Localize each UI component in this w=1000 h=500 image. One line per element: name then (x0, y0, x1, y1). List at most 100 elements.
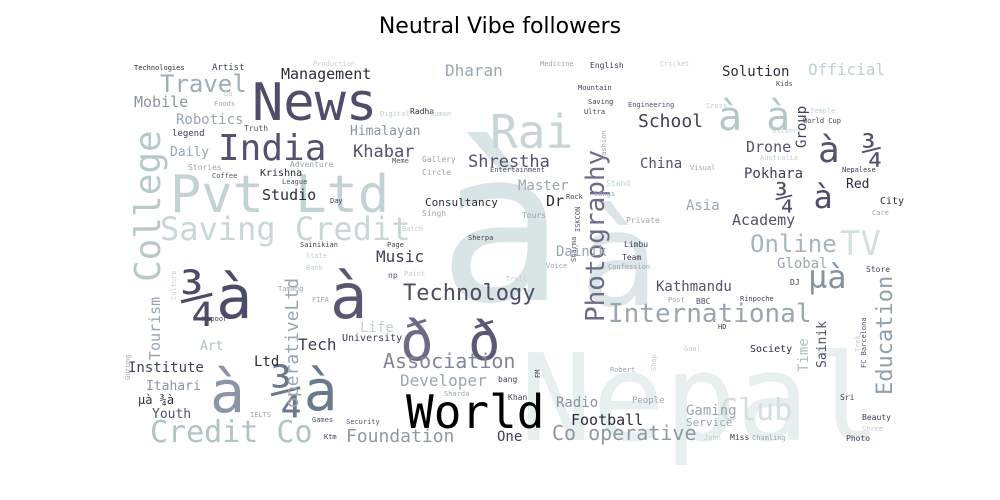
word-42: Official (808, 60, 885, 79)
word-108: Kapoor (202, 315, 227, 323)
word-71: Daily (170, 145, 209, 160)
word-94: Entertainment (490, 166, 545, 174)
word-100: Singh (422, 209, 446, 218)
word-30: Co operative (552, 421, 697, 445)
word-69: Ltd (254, 354, 279, 370)
word-73: Consultancy (425, 196, 498, 209)
word-4: News (252, 73, 377, 133)
word-22: International (608, 299, 812, 329)
word-104: Sainikian (300, 241, 338, 249)
word-28: Travel (160, 70, 247, 98)
word-88: Coffee (212, 172, 237, 180)
word-92: Gallery (422, 155, 456, 164)
word-60: Dr (546, 192, 564, 210)
word-83: Technologies (134, 64, 185, 72)
word-116: Saving (588, 98, 613, 106)
word-159: Sharma (570, 237, 578, 262)
word-17: Photography (581, 150, 611, 322)
word-12: ð (468, 310, 501, 373)
word-27: ¾ à (775, 178, 833, 216)
word-158: Care (872, 209, 889, 217)
word-148: Sharda (444, 390, 469, 398)
word-168: Stand (606, 179, 630, 188)
word-35: Tourism (146, 297, 164, 360)
word-14: India (218, 128, 326, 169)
word-45: Tech (298, 335, 337, 354)
word-105: Page (387, 241, 404, 249)
word-76: Krishna (260, 168, 302, 179)
word-50: Drone (746, 138, 791, 156)
word-119: Cross (706, 102, 727, 110)
word-10: Rai (490, 105, 573, 159)
word-164: Shop (650, 354, 658, 371)
word-16: Credit Co (150, 415, 313, 450)
word-23: à à (718, 94, 790, 140)
word-75: µà ¾à (138, 393, 174, 407)
word-161: Fashion (600, 130, 608, 160)
word-95: Songs (594, 190, 615, 198)
word-131: Troll (506, 275, 527, 283)
word-152: Miss (730, 433, 749, 442)
word-163: Visual (690, 164, 715, 172)
word-55: China (640, 156, 682, 172)
word-128: Batch (402, 225, 423, 233)
word-41: Dharan (445, 61, 503, 80)
word-78: Society (750, 344, 792, 355)
word-115: Mountain (578, 84, 612, 92)
word-79: City (880, 196, 904, 207)
word-15: Saving Credit (160, 210, 410, 248)
word-85: Truth (244, 124, 268, 133)
word-6: à (330, 260, 367, 333)
word-89: Adventure (290, 160, 334, 169)
word-153: Chamling (752, 434, 786, 442)
word-47: Robotics (176, 112, 243, 128)
word-139: FC Barcelona (860, 317, 868, 368)
word-162: Rock (566, 193, 584, 201)
word-146: bang (498, 375, 517, 384)
word-93: Circle (422, 168, 451, 177)
word-145: Ktm (324, 433, 337, 441)
chart-title: Neutral Vibe followers (378, 14, 622, 39)
word-25: Technology (403, 281, 535, 306)
word-125: Foods (214, 100, 235, 108)
word-68: Sainik (815, 321, 830, 368)
word-140: Gurung (124, 355, 132, 380)
word-110: World Cup (803, 117, 841, 125)
word-2: à (580, 184, 658, 336)
word-141: Culture (170, 270, 178, 300)
word-122: Production (313, 60, 355, 68)
word-24: Online (750, 230, 837, 258)
word-86: Radha (410, 107, 434, 116)
word-32: Shrestha (468, 152, 550, 172)
word-97: Limbu (624, 240, 648, 249)
word-98: Team (622, 253, 641, 262)
word-82: English (590, 61, 624, 70)
word-61: Master (518, 178, 569, 194)
word-156: Beauty (862, 413, 891, 422)
word-118: Engineering (628, 101, 674, 109)
word-51: Pokhara (744, 166, 803, 182)
word-33: Khabar (353, 142, 414, 162)
word-123: Digital (380, 110, 410, 118)
word-34: operativeLtd (282, 278, 303, 408)
word-52: Football (571, 411, 643, 429)
word-72: Red (846, 177, 869, 192)
word-43: Solution (722, 64, 789, 80)
word-49: Himalayan (350, 124, 420, 139)
word-137: Goal (684, 345, 701, 353)
word-65: Youth (152, 407, 191, 422)
word-154: Photo (846, 434, 870, 443)
word-36: Music (376, 247, 424, 266)
word-84: legend (172, 129, 205, 139)
word-21: µà (808, 258, 847, 296)
word-106: Tamang (278, 285, 303, 293)
word-87: Stories (188, 163, 222, 172)
word-7: ¾à (270, 359, 337, 424)
word-151: John (704, 434, 721, 442)
word-143: Games (312, 416, 333, 424)
word-120: Medicine (540, 60, 574, 68)
word-129: Bank (306, 264, 324, 272)
word-63: Radio (556, 395, 598, 411)
word-160: ISKCON (574, 207, 582, 232)
